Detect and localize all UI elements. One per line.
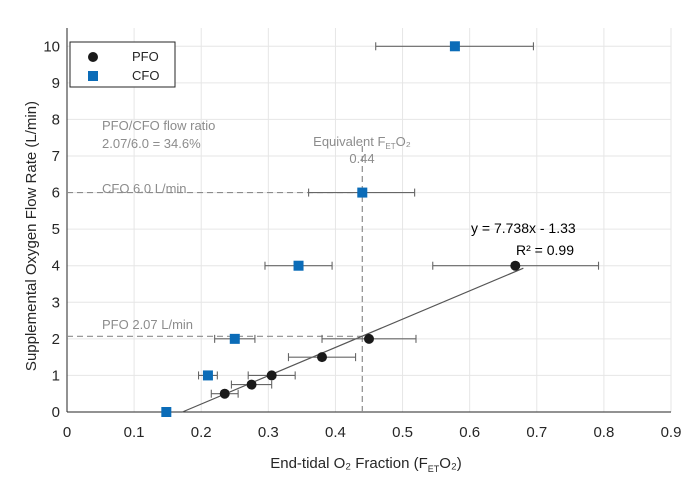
y-tick-label: 10: [43, 38, 60, 55]
y-tick-labels: 0 1 2 3 4 5 6 7 8 9 10: [43, 38, 60, 421]
data-point-cfo: [202, 370, 213, 381]
equivalent-label-main: Equivalent F: [313, 134, 385, 149]
legend-cfo-label: CFO: [132, 68, 159, 83]
legend-box: [69, 41, 176, 88]
x-axis-title-sub: ET: [428, 464, 440, 474]
x-tick-label: 0.7: [526, 424, 547, 441]
legend-pfo-label: PFO: [132, 49, 159, 64]
data-point-cfo: [449, 41, 460, 52]
y-tick-label: 4: [52, 258, 60, 275]
equivalent-label-sub: ET: [385, 142, 395, 151]
legend-pfo-marker: [88, 52, 98, 62]
y-tick-label: 3: [52, 294, 60, 311]
x-tick-label: 0.6: [459, 424, 480, 441]
y-tick-label: 7: [52, 148, 60, 165]
data-point-pfo: [246, 379, 257, 390]
data-point-cfo: [293, 260, 304, 271]
data-point-pfo: [510, 260, 521, 271]
y-tick-label: 1: [52, 367, 60, 384]
data-point-cfo: [229, 333, 240, 344]
ratio-annotation-line1: PFO/CFO flow ratio: [102, 118, 215, 133]
legend: PFO CFO: [69, 41, 176, 88]
x-tick-label: 0.3: [258, 424, 279, 441]
x-tick-label: 0.5: [392, 424, 413, 441]
equivalent-label-end: O₂: [396, 134, 411, 149]
y-tick-label: 8: [52, 111, 60, 128]
x-tick-label: 0.2: [191, 424, 212, 441]
fit-r-squared: R² = 0.99: [516, 242, 574, 258]
ratio-annotation-line2: 2.07/6.0 = 34.6%: [102, 136, 201, 151]
x-tick-label: 0.8: [593, 424, 614, 441]
y-tick-label: 2: [52, 331, 60, 348]
data-points: [161, 41, 521, 417]
data-point-pfo: [266, 370, 277, 381]
data-point-cfo: [161, 407, 172, 417]
x-tick-label: 0: [63, 424, 71, 441]
y-tick-label: 9: [52, 75, 60, 92]
fit-line: [182, 267, 524, 413]
x-axis-title-end: O₂): [439, 455, 462, 472]
x-tick-labels: 0 0.1 0.2 0.3 0.4 0.5 0.6 0.7 0.8 0.9: [63, 424, 682, 441]
y-tick-label: 0: [52, 404, 60, 421]
x-axis-title-main: End-tidal O₂ Fraction (F: [270, 455, 428, 472]
cfo-flow-annotation: CFO 6.0 L/min: [102, 181, 187, 196]
y-tick-label: 5: [52, 221, 60, 238]
y-axis-title: Supplemental Oxygen Flow Rate (L/min): [23, 101, 40, 371]
x-tick-label: 0.4: [325, 424, 346, 441]
x-axis-title: End-tidal O₂ Fraction (FETO₂): [270, 455, 462, 474]
pfo-flow-annotation: PFO 2.07 L/min: [102, 317, 193, 332]
fit-equation: y = 7.738x - 1.33: [471, 220, 576, 236]
equivalent-feto2-value: 0.44: [349, 151, 374, 166]
legend-cfo-marker: [88, 71, 98, 81]
equivalent-feto2-label: Equivalent FETO₂: [313, 134, 411, 151]
data-point-pfo: [317, 352, 328, 363]
fit-line-group: [182, 267, 524, 413]
data-point-pfo: [219, 388, 230, 399]
data-point-cfo: [357, 187, 368, 198]
y-tick-label: 6: [52, 185, 60, 202]
x-tick-label: 0.1: [124, 424, 145, 441]
x-tick-label: 0.9: [661, 424, 682, 441]
data-point-pfo: [364, 333, 374, 344]
